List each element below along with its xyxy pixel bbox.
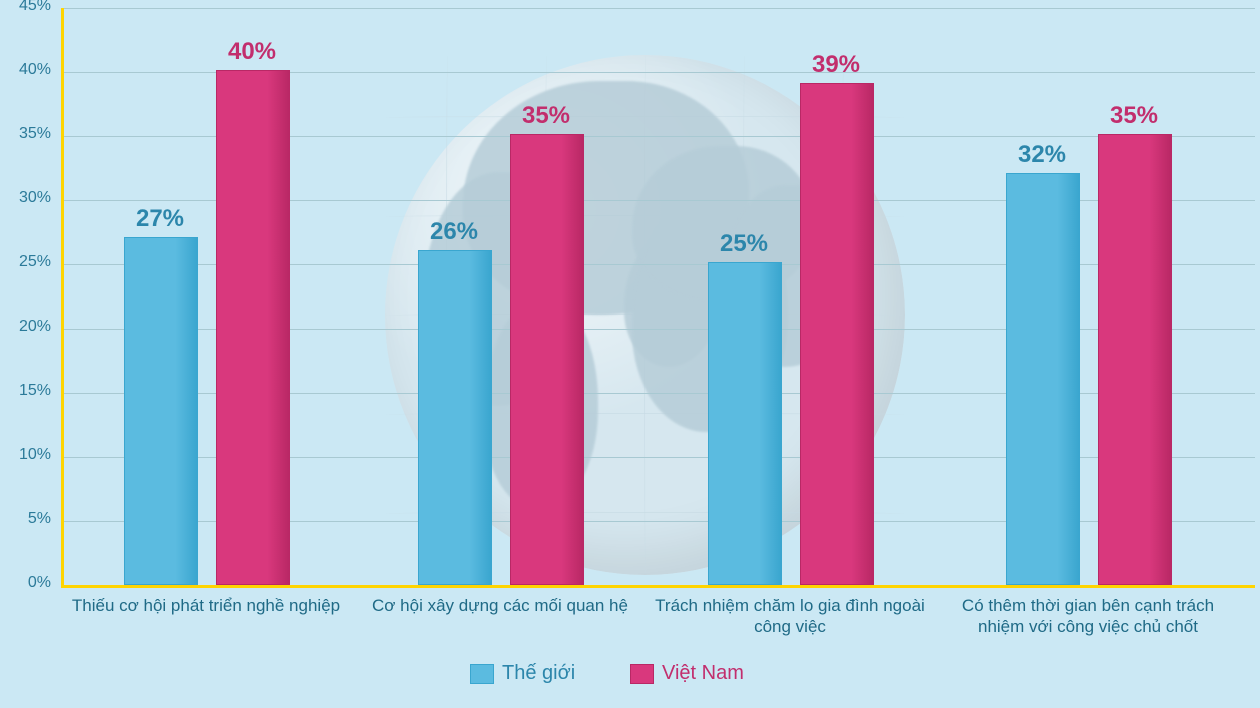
legend-item: Việt Nam — [630, 662, 744, 685]
y-tick-label: 5% — [0, 510, 51, 528]
y-tick-label: 25% — [0, 253, 51, 271]
x-axis-line — [61, 585, 1255, 588]
x-category-label: Thiếu cơ hội phát triển nghề nghiệp — [71, 595, 341, 616]
bar-value-label: 26% — [408, 218, 500, 246]
bar-value-label: 35% — [500, 102, 592, 130]
y-axis-line — [61, 8, 64, 585]
y-tick-label: 45% — [0, 0, 51, 15]
x-category-label: Có thêm thời gian bên cạnh trách nhiệm v… — [953, 595, 1223, 638]
y-tick-label: 20% — [0, 318, 51, 336]
bar-world — [418, 250, 492, 585]
bar-vietnam — [800, 83, 874, 585]
bar-world — [124, 237, 198, 585]
bar-value-label: 27% — [114, 205, 206, 233]
y-tick-label: 40% — [0, 61, 51, 79]
bar-vietnam — [1098, 134, 1172, 585]
bar-world — [1006, 173, 1080, 585]
bar-world — [708, 262, 782, 585]
y-gridline — [61, 8, 1255, 10]
y-tick-label: 0% — [0, 574, 51, 592]
bar-value-label: 25% — [698, 230, 790, 258]
bar-vietnam — [216, 70, 290, 585]
x-category-label: Trách nhiệm chăm lo gia đình ngoài công … — [655, 595, 925, 638]
legend-label: Việt Nam — [662, 662, 744, 685]
legend-swatch — [630, 664, 654, 684]
legend-item: Thế giới — [470, 662, 575, 685]
bar-chart: 0% 5% 10% 15% 20% 25% 30% 35% 40% 45% 27% 40% 26% 35%… — [0, 0, 1260, 708]
bar-vietnam — [510, 134, 584, 585]
x-category-label: Cơ hội xây dựng các mối quan hệ — [365, 595, 635, 616]
y-tick-label: 15% — [0, 382, 51, 400]
bar-value-label: 35% — [1088, 102, 1180, 130]
y-tick-label: 30% — [0, 189, 51, 207]
bar-value-label: 32% — [996, 141, 1088, 169]
y-tick-label: 10% — [0, 446, 51, 464]
bar-value-label: 40% — [206, 38, 298, 66]
legend-label: Thế giới — [502, 662, 575, 685]
legend-swatch — [470, 664, 494, 684]
y-tick-label: 35% — [0, 125, 51, 143]
bar-value-label: 39% — [790, 51, 882, 79]
